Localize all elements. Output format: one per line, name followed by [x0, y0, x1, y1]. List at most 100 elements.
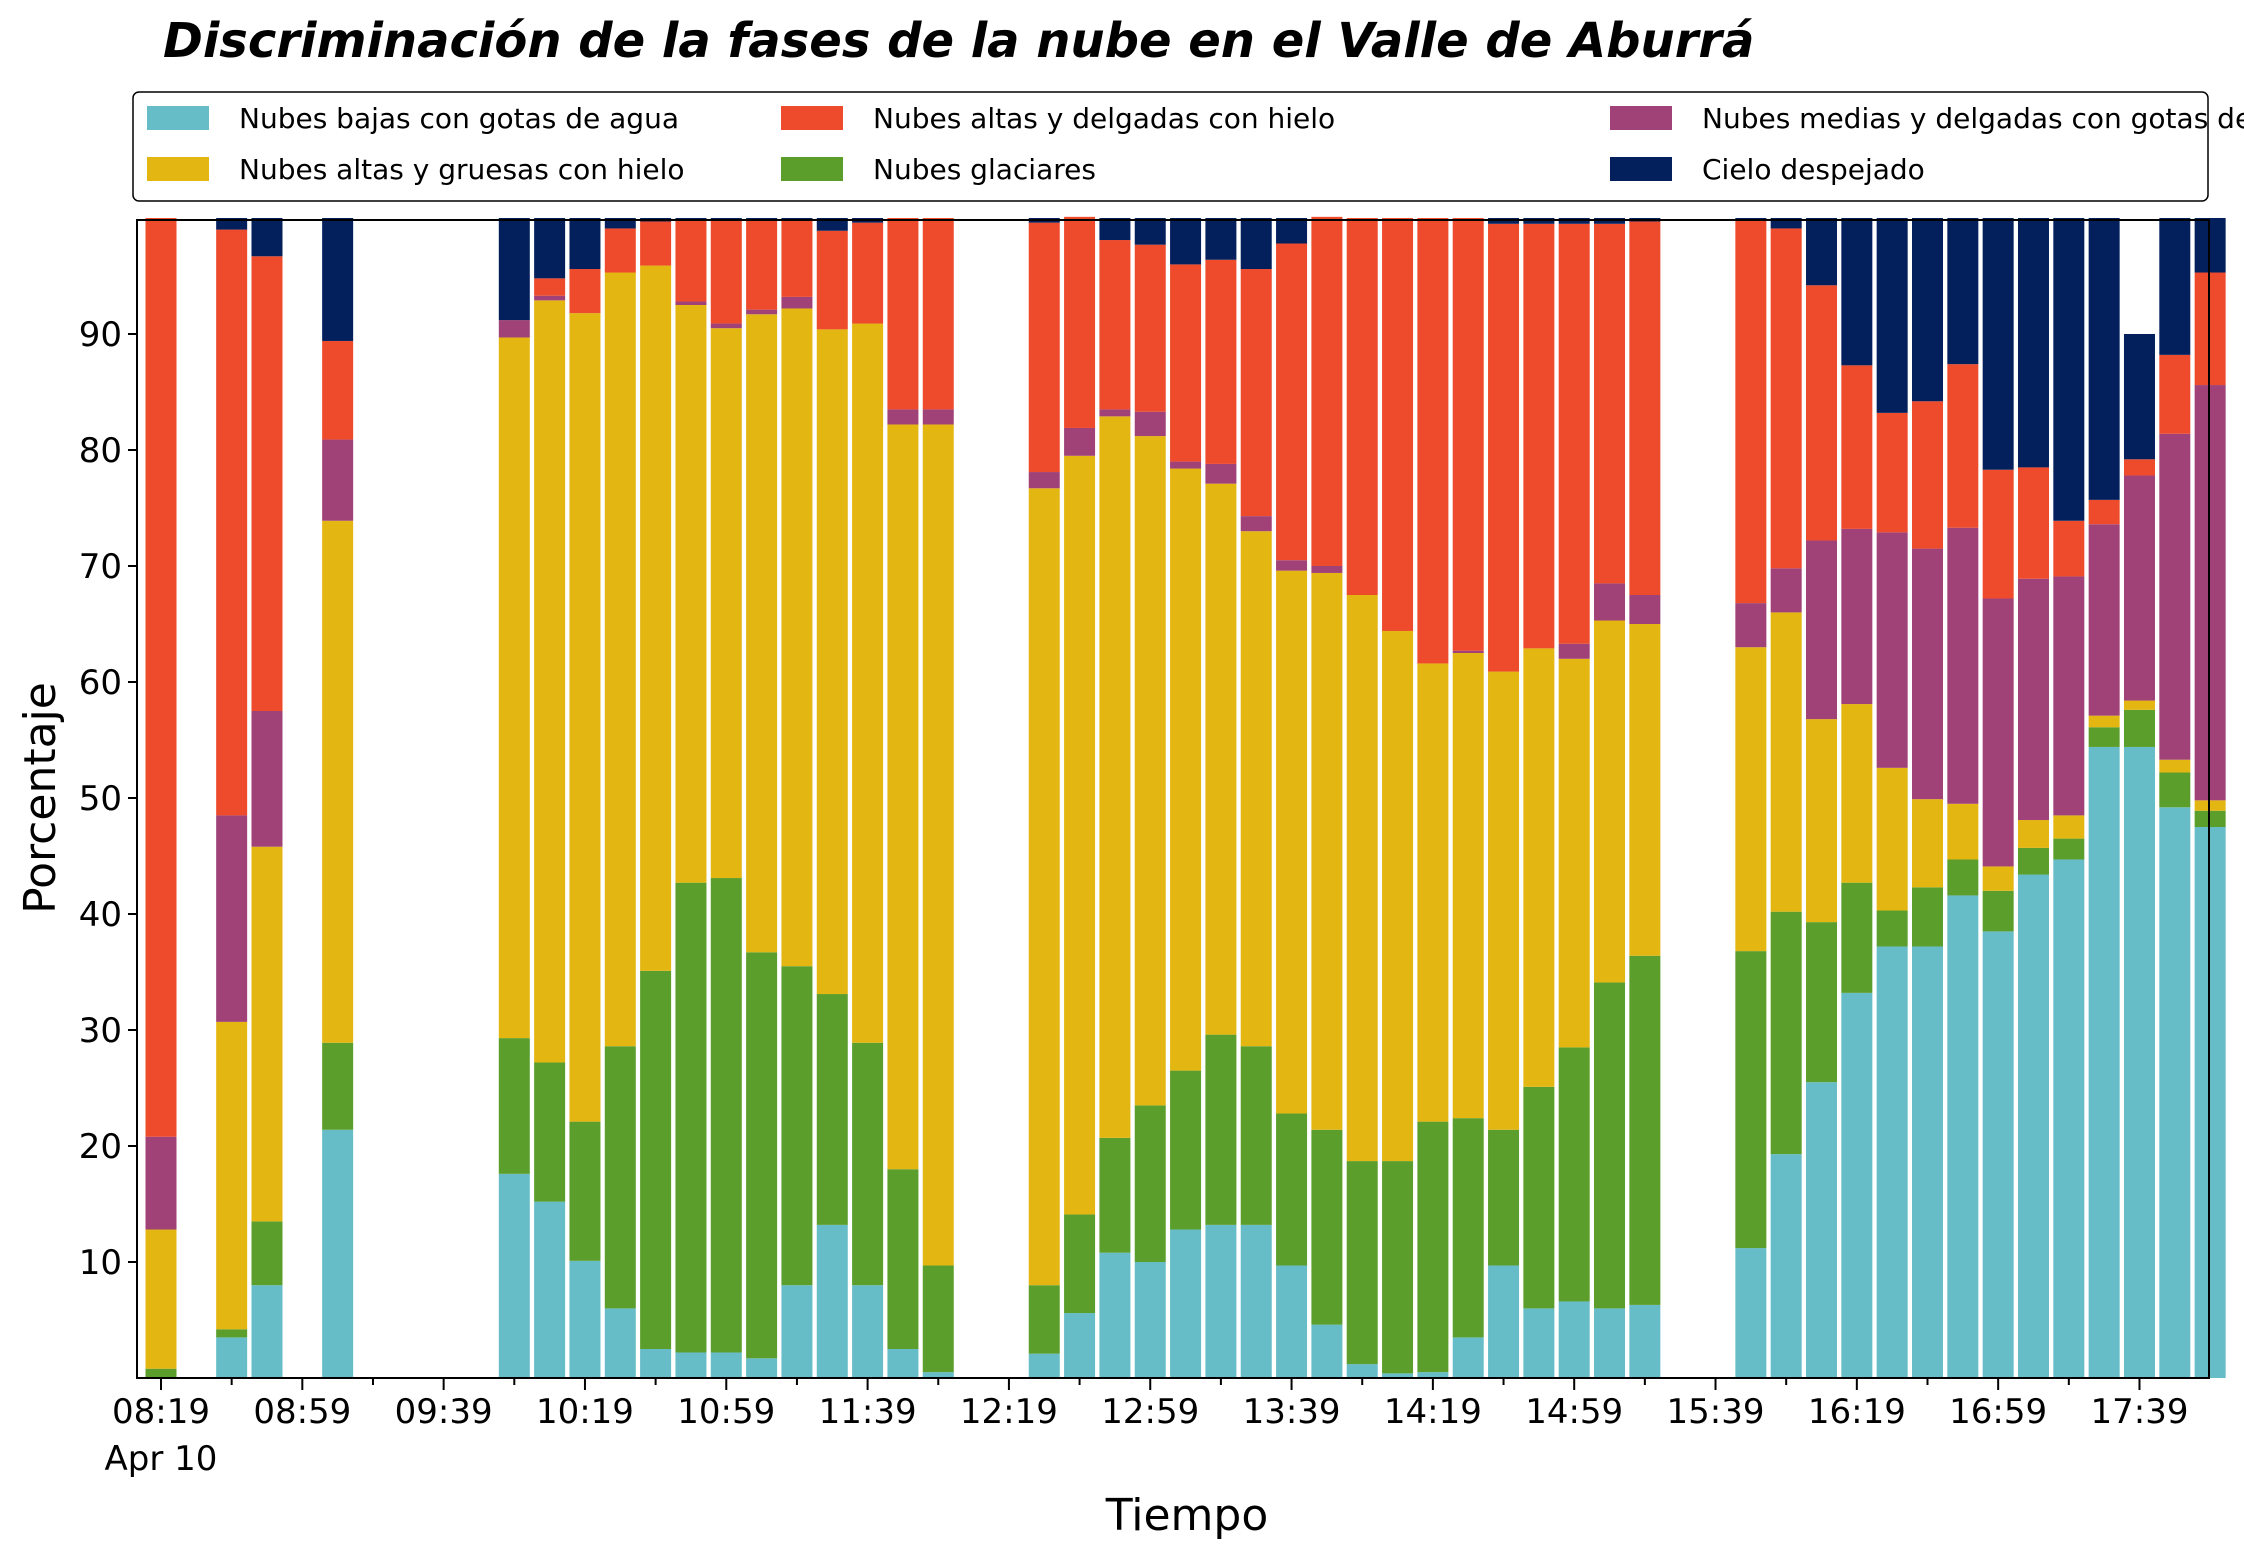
bar-43-segment-0 — [2017, 874, 2049, 1378]
bar-22-segment-1 — [1205, 1034, 1237, 1225]
bar-37-segment-4 — [1806, 285, 1838, 541]
bar-40-segment-3 — [1912, 548, 1943, 800]
y-tick-label-50: 50 — [79, 779, 122, 819]
bar-21-segment-2 — [1170, 468, 1202, 1071]
bar-24-segment-2 — [1276, 570, 1308, 1114]
bar-21-segment-4 — [1170, 264, 1202, 462]
bar-30-segment-4 — [1488, 223, 1520, 672]
legend-label-5: Cielo despejado — [1702, 153, 1925, 186]
bar-7-segment-5 — [604, 218, 636, 229]
bar-14-segment-2 — [852, 323, 884, 1043]
bar-41-segment-3 — [1947, 527, 1979, 804]
bar-41-segment-5 — [1947, 218, 1979, 365]
bar-35-segment-3 — [1735, 603, 1767, 648]
bar-8-segment-4 — [640, 221, 672, 266]
bar-16-segment-2 — [922, 424, 954, 1266]
bar-13-segment-1 — [816, 994, 848, 1225]
bar-35-segment-4 — [1735, 220, 1767, 604]
bar-29-segment-1 — [1452, 1118, 1484, 1338]
y-tick-label-80: 80 — [79, 431, 122, 471]
bar-37-segment-3 — [1806, 540, 1838, 720]
x-tick-label-11: 15:39 — [1667, 1392, 1765, 1432]
bar-42-segment-3 — [1982, 598, 2014, 867]
bar-9-segment-0 — [675, 1352, 707, 1378]
bar-2-segment-1 — [251, 1221, 283, 1286]
bar-28-segment-2 — [1417, 663, 1449, 1122]
bar-11-segment-1 — [746, 952, 778, 1359]
bar-31-segment-0 — [1523, 1308, 1555, 1378]
bar-12-segment-0 — [781, 1285, 813, 1378]
bar-46-segment-0 — [2123, 746, 2155, 1378]
bar-2-segment-2 — [251, 846, 283, 1222]
legend: Nubes bajas con gotas de agua Nubes altas… — [132, 91, 2244, 202]
bar-18-segment-4 — [1064, 216, 1096, 428]
y-axis: 10 20 30 40 50 60 70 80 90 — [79, 315, 137, 1283]
bar-38-segment-5 — [1841, 218, 1873, 366]
bar-4-segment-5 — [498, 218, 530, 321]
bar-26-segment-2 — [1346, 595, 1378, 1162]
x-tick-label-7: 12:59 — [1101, 1392, 1199, 1432]
bar-11-segment-4 — [746, 219, 778, 310]
bar-44-segment-2 — [2053, 815, 2085, 839]
bar-20-segment-4 — [1134, 244, 1166, 412]
bar-44-segment-5 — [2053, 218, 2085, 521]
bar-8-segment-2 — [640, 265, 672, 971]
bar-42-segment-5 — [1982, 218, 2014, 470]
bar-33-segment-0 — [1594, 1308, 1626, 1378]
bar-39-segment-3 — [1876, 532, 1908, 768]
x-tick-label-9: 14:19 — [1384, 1392, 1482, 1432]
bar-5-segment-2 — [534, 300, 566, 1063]
bar-11-segment-0 — [746, 1358, 778, 1378]
bar-48-segment-2 — [2194, 800, 2226, 811]
bar-40-segment-2 — [1912, 799, 1943, 888]
bar-8-segment-1 — [640, 970, 672, 1349]
x-tick-label-8: 13:39 — [1243, 1392, 1341, 1432]
bar-43-segment-2 — [2017, 820, 2049, 848]
bar-36-segment-1 — [1770, 911, 1802, 1155]
bar-41-segment-2 — [1947, 803, 1979, 860]
bar-41-segment-1 — [1947, 859, 1979, 896]
bar-45-segment-1 — [2088, 727, 2120, 747]
bar-47-segment-3 — [2159, 433, 2191, 760]
bar-40-segment-0 — [1912, 946, 1943, 1378]
bar-24-segment-0 — [1276, 1265, 1308, 1378]
x-tick-label-4: 10:59 — [677, 1392, 775, 1432]
bar-3-segment-5 — [322, 218, 354, 341]
bar-24-segment-4 — [1276, 243, 1308, 561]
legend-swatch-1 — [781, 157, 843, 181]
bar-48-segment-5 — [2194, 218, 2226, 273]
x-tick-label-0: 08:19 — [112, 1392, 210, 1432]
bar-1-segment-1 — [216, 1329, 248, 1338]
bar-38-segment-3 — [1841, 528, 1873, 705]
legend-label-4: Nubes altas y delgadas con hielo — [873, 102, 1335, 135]
bar-5-segment-4 — [534, 278, 566, 296]
legend-label-1: Nubes glaciares — [873, 153, 1096, 186]
bar-36-segment-3 — [1770, 568, 1802, 613]
bar-28-segment-4 — [1417, 218, 1449, 664]
bar-37-segment-1 — [1806, 922, 1838, 1083]
bar-17-segment-1 — [1028, 1285, 1060, 1354]
y-axis-label: Porcentaje — [15, 682, 66, 914]
plot-area: 10 20 30 40 50 60 70 80 90 08:19 08:59 09:39 10:19 1… — [79, 216, 2226, 1479]
bar-1-segment-4 — [216, 229, 248, 816]
bar-5-segment-0 — [534, 1201, 566, 1378]
bar-26-segment-1 — [1346, 1161, 1378, 1365]
x-axis-label: Tiempo — [1105, 1490, 1269, 1541]
bar-37-segment-2 — [1806, 719, 1838, 923]
x-tick-label-13: 16:59 — [1949, 1392, 2047, 1432]
bar-13-segment-2 — [816, 329, 848, 995]
bar-15-segment-3 — [887, 409, 919, 425]
y-tick-label-20: 20 — [79, 1127, 122, 1167]
bar-25-segment-3 — [1311, 566, 1343, 573]
bar-28-segment-1 — [1417, 1121, 1449, 1373]
bar-29-segment-3 — [1452, 650, 1484, 653]
bar-32-segment-2 — [1558, 658, 1590, 1048]
bar-37-segment-5 — [1806, 218, 1838, 286]
bar-10-segment-3 — [710, 323, 742, 329]
bar-21-segment-1 — [1170, 1070, 1202, 1230]
bar-38-segment-1 — [1841, 882, 1873, 993]
x-tick-label-1: 08:59 — [253, 1392, 351, 1432]
bar-27-segment-1 — [1382, 1161, 1414, 1374]
bar-28-segment-0 — [1417, 1372, 1449, 1378]
